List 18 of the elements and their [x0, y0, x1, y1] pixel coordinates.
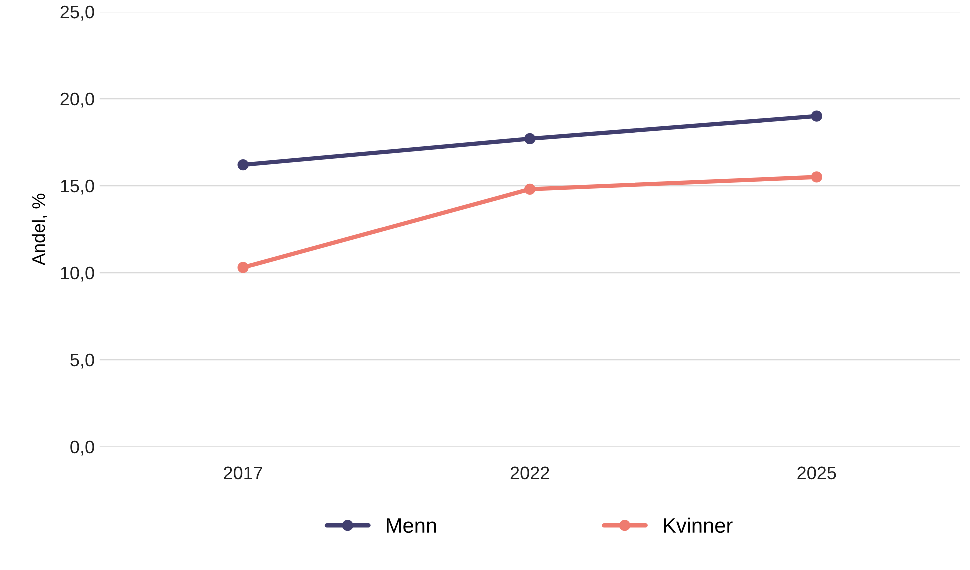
y-tick-label: 0,0	[70, 440, 94, 456]
y-tick-label: 20,0	[60, 92, 94, 108]
y-tick-label: 15,0	[61, 180, 94, 195]
y-tick-label: 10,0	[61, 266, 94, 282]
point	[238, 160, 249, 171]
x-tick-label: 2022	[510, 466, 550, 480]
legend-label: Menn	[387, 518, 436, 534]
point	[524, 184, 536, 195]
point	[238, 262, 249, 274]
x-tick-label: 2025	[798, 466, 836, 480]
point	[811, 110, 822, 122]
legend-label: Kvinner	[664, 518, 733, 534]
y-tick-label: 25,0	[60, 6, 94, 21]
point	[524, 133, 536, 145]
point	[811, 172, 822, 183]
y-axis-title: Andel, %	[32, 194, 48, 266]
x-tick-label: 2017	[224, 466, 262, 480]
y-tick-label: 5,0	[70, 354, 94, 369]
